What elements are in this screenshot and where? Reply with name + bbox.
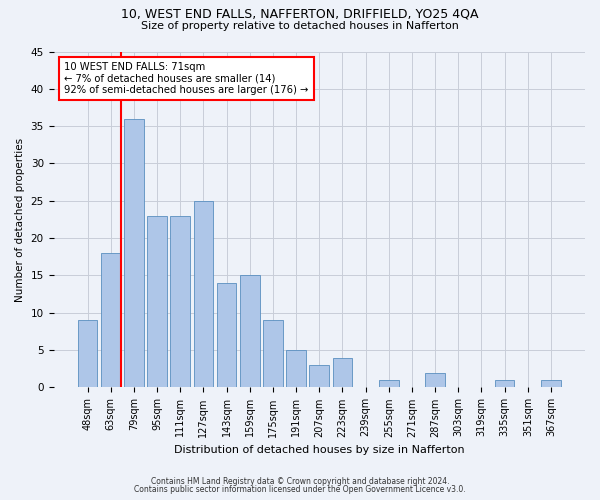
Bar	[101, 253, 121, 388]
Bar	[217, 283, 236, 388]
Bar	[310, 365, 329, 388]
Text: 10, WEST END FALLS, NAFFERTON, DRIFFIELD, YO25 4QA: 10, WEST END FALLS, NAFFERTON, DRIFFIELD…	[121, 8, 479, 20]
Bar	[124, 118, 144, 388]
Bar	[495, 380, 514, 388]
Bar	[263, 320, 283, 388]
X-axis label: Distribution of detached houses by size in Nafferton: Distribution of detached houses by size …	[174, 445, 464, 455]
Bar	[286, 350, 306, 388]
Bar	[240, 276, 260, 388]
Bar	[147, 216, 167, 388]
Bar	[194, 201, 213, 388]
Bar	[425, 372, 445, 388]
Bar	[541, 380, 561, 388]
Bar	[77, 320, 97, 388]
Bar	[170, 216, 190, 388]
Text: Contains HM Land Registry data © Crown copyright and database right 2024.: Contains HM Land Registry data © Crown c…	[151, 477, 449, 486]
Bar	[379, 380, 398, 388]
Y-axis label: Number of detached properties: Number of detached properties	[15, 138, 25, 302]
Text: Contains public sector information licensed under the Open Government Licence v3: Contains public sector information licen…	[134, 485, 466, 494]
Text: 10 WEST END FALLS: 71sqm
← 7% of detached houses are smaller (14)
92% of semi-de: 10 WEST END FALLS: 71sqm ← 7% of detache…	[64, 62, 308, 95]
Bar	[332, 358, 352, 388]
Text: Size of property relative to detached houses in Nafferton: Size of property relative to detached ho…	[141, 21, 459, 31]
